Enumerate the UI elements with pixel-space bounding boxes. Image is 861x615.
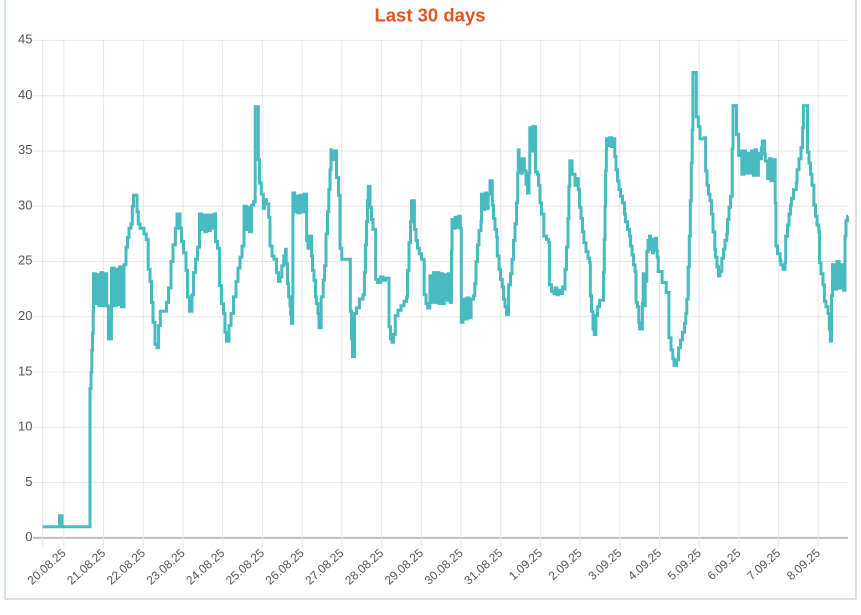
svg-text:40: 40 bbox=[18, 87, 32, 102]
svg-text:15: 15 bbox=[18, 363, 32, 378]
svg-text:30: 30 bbox=[18, 197, 32, 212]
svg-text:45: 45 bbox=[18, 32, 32, 47]
svg-text:25: 25 bbox=[18, 253, 32, 268]
svg-text:5: 5 bbox=[25, 474, 32, 489]
svg-text:0: 0 bbox=[25, 529, 32, 544]
svg-text:Last 30 days: Last 30 days bbox=[374, 5, 485, 26]
svg-text:20: 20 bbox=[18, 308, 32, 323]
svg-text:10: 10 bbox=[18, 419, 32, 434]
svg-text:35: 35 bbox=[18, 142, 32, 157]
